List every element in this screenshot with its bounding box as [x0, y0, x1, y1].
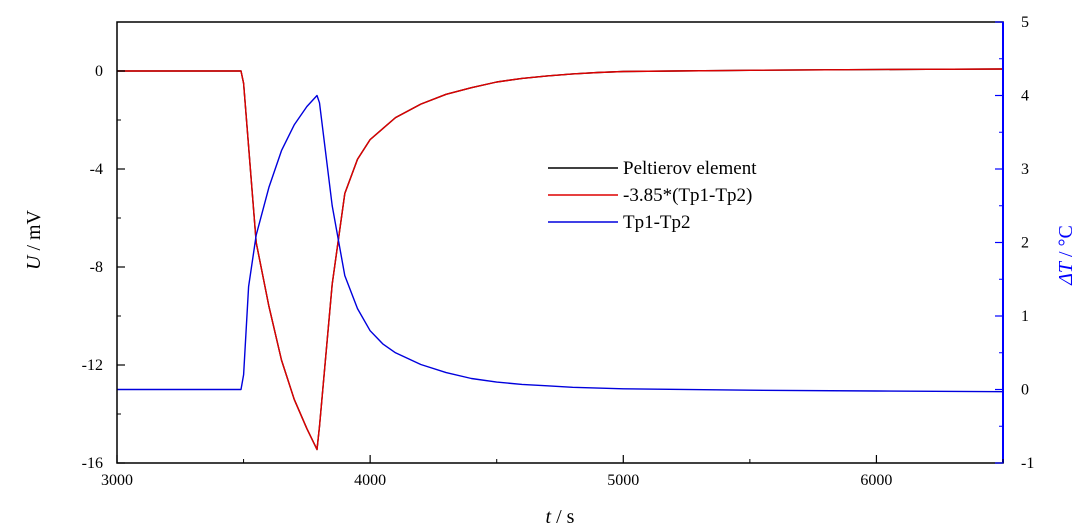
x-axis-title: t / s — [546, 506, 575, 528]
left-y-tick-label: -4 — [90, 161, 103, 178]
series-line-1 — [117, 68, 1004, 451]
legend: Peltierov element -3.85*(Tp1-Tp2) Tp1-Tp2 — [548, 158, 757, 233]
x-tick-label: 5000 — [607, 472, 639, 489]
left-y-tick-label: 0 — [95, 63, 103, 80]
right-y-tick-label: 4 — [1021, 88, 1029, 105]
x-axis-ticks: 3000 4000 5000 6000 — [101, 455, 1004, 489]
left-y-axis-ticks: 0 -4 -8 -12 -16 — [82, 21, 125, 472]
plot-lines — [117, 68, 1004, 451]
x-tick-label: 3000 — [101, 472, 133, 489]
left-y-tick-label: -8 — [90, 259, 103, 276]
right-y-tick-label: 1 — [1021, 308, 1029, 325]
series-line-0 — [117, 68, 1004, 451]
series-line-2 — [117, 94, 1004, 393]
left-y-tick-label: -12 — [82, 357, 103, 374]
right-y-tick-label: 0 — [1021, 382, 1029, 399]
plot-frame — [116, 21, 1004, 464]
legend-label-1: -3.85*(Tp1-Tp2) — [623, 185, 752, 206]
right-y-tick-label: -1 — [1021, 455, 1034, 472]
right-y-tick-label: 3 — [1021, 161, 1029, 178]
legend-label-2: Tp1-Tp2 — [623, 212, 691, 233]
left-y-axis-title: U / mV — [23, 209, 45, 270]
x-tick-label: 6000 — [860, 472, 892, 489]
right-y-tick-label: 2 — [1021, 235, 1029, 252]
right-y-tick-label: 5 — [1021, 14, 1029, 31]
right-y-axis-title: ΔT / °C — [1055, 225, 1077, 286]
legend-label-0: Peltierov element — [623, 158, 757, 179]
left-y-tick-label: -16 — [82, 455, 103, 472]
right-y-axis-ticks: 5 4 3 2 1 0 -1 — [995, 14, 1034, 472]
x-tick-label: 4000 — [354, 472, 386, 489]
